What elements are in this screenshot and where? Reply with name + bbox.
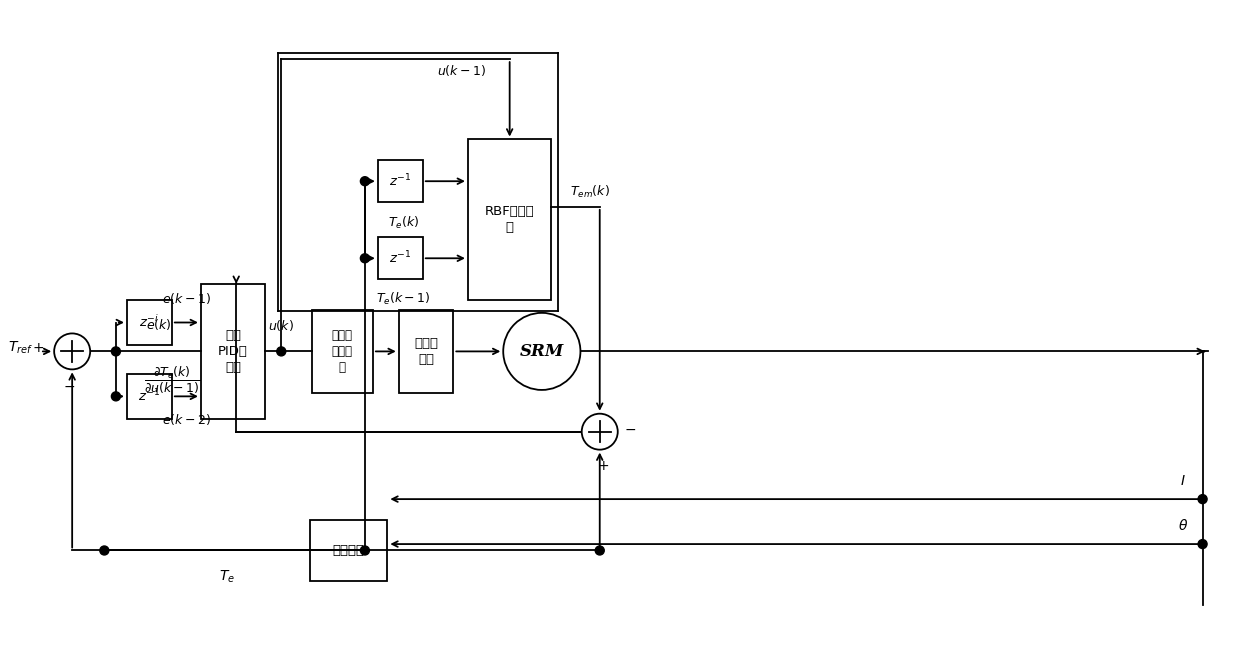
Text: 功率转
换器: 功率转 换器 [414,337,438,366]
Text: +: + [598,459,609,473]
Text: RBF神经网
络: RBF神经网 络 [485,205,534,234]
Text: $z^{-1}$: $z^{-1}$ [389,173,412,190]
Bar [399,310,454,393]
Text: $-$: $-$ [624,421,636,435]
Text: $T_e(k)$: $T_e(k)$ [388,215,419,231]
Circle shape [1198,540,1207,548]
Bar [126,300,172,345]
Text: $\dfrac{\partial T_e(k)}{\partial u(k-1)}$: $\dfrac{\partial T_e(k)}{\partial u(k-1)… [144,365,200,396]
Circle shape [112,392,120,401]
Text: $u(k)$: $u(k)$ [268,319,294,333]
Bar [126,374,172,419]
Bar [310,520,387,581]
Text: $e(k-2)$: $e(k-2)$ [162,412,211,428]
Text: $I$: $I$ [1180,473,1187,488]
Bar [378,161,423,202]
Text: $T_{ref}$: $T_{ref}$ [9,340,33,357]
Text: $e(k)$: $e(k)$ [145,317,171,332]
Text: $u(k-1)$: $u(k-1)$ [436,63,486,79]
Text: $T_e(k-1)$: $T_e(k-1)$ [376,291,430,307]
Bar [201,284,265,419]
Text: $T_{em}(k)$: $T_{em}(k)$ [570,184,610,201]
Text: $z^{-1}$: $z^{-1}$ [138,388,160,404]
Circle shape [582,413,618,450]
Text: 转矩滞
环控制
器: 转矩滞 环控制 器 [332,329,353,374]
Circle shape [55,333,91,370]
Bar [311,310,373,393]
Text: $T_e$: $T_e$ [218,568,234,585]
Text: $\theta$: $\theta$ [1178,517,1188,533]
Text: +: + [33,341,45,355]
Circle shape [277,347,285,356]
Text: $z^{-i}$: $z^{-i}$ [139,315,159,330]
Circle shape [1198,495,1207,504]
Circle shape [361,177,370,186]
Circle shape [595,546,604,555]
Text: $z^{-1}$: $z^{-1}$ [389,250,412,266]
Text: 增量
PID控
制器: 增量 PID控 制器 [218,329,248,374]
Circle shape [361,546,370,555]
Bar [378,237,423,279]
Circle shape [112,347,120,356]
Text: $-$: $-$ [63,379,76,393]
Circle shape [100,546,109,555]
Text: $e(k-1)$: $e(k-1)$ [162,292,211,306]
Text: SRM: SRM [520,343,564,360]
Bar [467,139,552,300]
Circle shape [361,253,370,263]
Text: 转矩计算: 转矩计算 [332,544,365,557]
Circle shape [503,313,580,390]
